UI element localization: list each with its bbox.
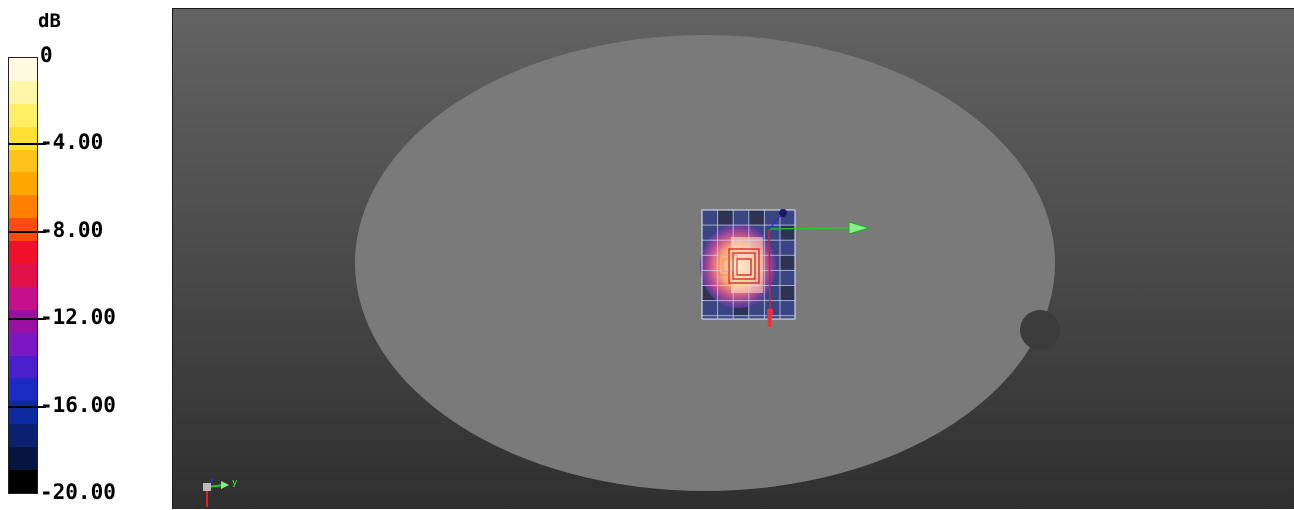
colorbar-tick-line <box>8 318 46 321</box>
colorbar-tick-label: -20.00 <box>40 480 116 504</box>
colorbar-tick-label: -4.00 <box>40 130 104 155</box>
colorbar-segment <box>9 172 37 196</box>
colorbar-segment <box>9 80 37 104</box>
colorbar-segment <box>9 264 37 287</box>
scan-area <box>700 209 796 320</box>
axis-y-label: y <box>232 478 238 488</box>
colorbar-segment <box>9 195 37 219</box>
scene-canvas: y <box>203 35 1060 507</box>
legend-unit-label: dB <box>38 10 61 32</box>
colorbar-tick-label: -8.00 <box>40 217 104 242</box>
colorbar-segment <box>9 447 37 471</box>
colorbar-segment <box>9 286 37 310</box>
3d-viewport[interactable]: y <box>172 8 1294 509</box>
colorbar-tick-line <box>8 143 46 146</box>
colorbar-segment <box>9 58 37 81</box>
probe-axes <box>767 209 871 327</box>
colorbar-segment <box>9 149 37 173</box>
colorbar-tick-line <box>8 230 46 233</box>
colorbar-tick-label: -16.00 <box>40 392 116 417</box>
colorbar-tick-label: -12.00 <box>40 305 116 330</box>
colorbar-segment <box>9 309 37 333</box>
colorbar-segment <box>9 424 37 448</box>
colorbar-segment <box>9 355 37 379</box>
colorbar-segment <box>9 126 37 150</box>
axes-triad: y <box>203 478 238 507</box>
colorbar-segment <box>9 470 37 493</box>
colorbar-tick-label: 0 <box>40 43 53 67</box>
marker-circle <box>1020 310 1060 350</box>
colorbar-segment <box>9 241 37 265</box>
colorbar-tick-line <box>8 405 46 408</box>
colorbar-legend: dB 0 -4.00 -8.00 -12.00 -16.00 -20.00 <box>0 0 172 509</box>
colorbar-segment <box>9 103 37 127</box>
colorbar-gradient <box>8 57 38 494</box>
colorbar-segment <box>9 378 37 402</box>
colorbar-segment <box>9 332 37 356</box>
colorbar-segment <box>9 218 37 242</box>
